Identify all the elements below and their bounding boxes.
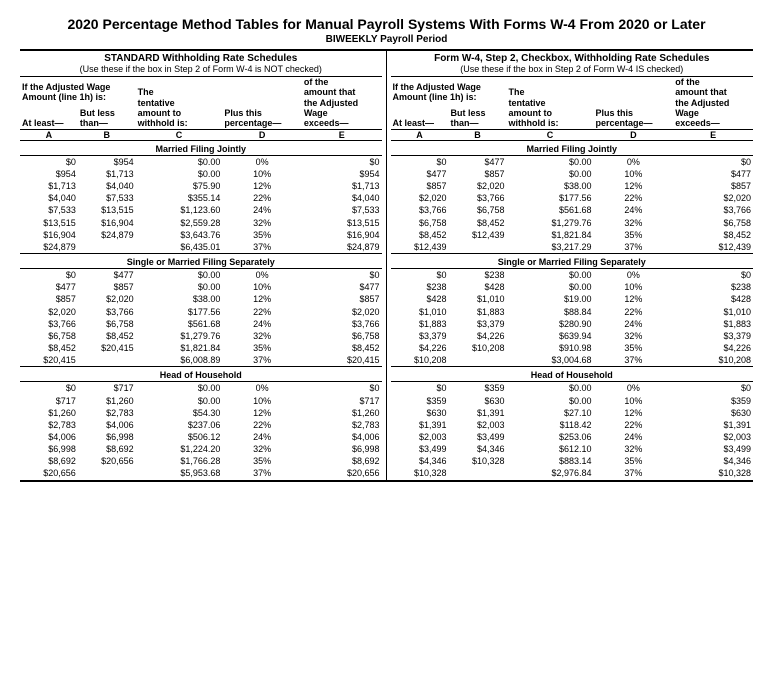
- standard-schedule: STANDARD Withholding Rate Schedules (Use…: [20, 51, 387, 480]
- table-row: $630$1,391$27.1012%$630: [391, 407, 754, 419]
- table-row: $2,783$4,006$237.0622%$2,783: [20, 419, 382, 431]
- table-row: $0$717$0.000%$0: [20, 382, 382, 395]
- tables-wrap: STANDARD Withholding Rate Schedules (Use…: [20, 49, 753, 482]
- table-row: $3,499$4,346$612.1032%$3,499: [391, 443, 754, 455]
- table-row: $4,346$10,328$883.1435%$4,346: [391, 455, 754, 467]
- table-row: $13,515$16,904$2,559.2832%$13,515: [20, 217, 382, 229]
- table-row: $0$477$0.000%$0: [391, 155, 754, 168]
- table-row: $857$2,020$38.0012%$857: [20, 293, 382, 305]
- table-row: $954$1,713$0.0010%$954: [20, 168, 382, 180]
- table-row: $6,998$8,692$1,224.2032%$6,998: [20, 443, 382, 455]
- table-row: $3,766$6,758$561.6824%$3,766: [391, 204, 754, 216]
- table-row: $8,452$12,439$1,821.8435%$8,452: [391, 229, 754, 241]
- schedule-note: (Use these if the box in Step 2 of Form …: [391, 64, 754, 77]
- table-row: $428$1,010$19.0012%$428: [391, 293, 754, 305]
- table-row: $717$1,260$0.0010%$717: [20, 395, 382, 407]
- table-row: $4,006$6,998$506.1224%$4,006: [20, 431, 382, 443]
- table-row: $12,439$3,217.2937%$12,439: [391, 241, 754, 254]
- table-row: $3,379$4,226$639.9432%$3,379: [391, 330, 754, 342]
- table-row: $10,328$2,976.8437%$10,328: [391, 467, 754, 479]
- table-row: $1,883$3,379$280.9024%$1,883: [391, 318, 754, 330]
- checkbox-schedule: Form W-4, Step 2, Checkbox, Withholding …: [387, 51, 754, 480]
- schedule-title: Form W-4, Step 2, Checkbox, Withholding …: [391, 51, 754, 64]
- table-row: $24,879$6,435.0137%$24,879: [20, 241, 382, 254]
- table-row: $20,656$5,953.6837%$20,656: [20, 467, 382, 479]
- table-row: $857$2,020$38.0012%$857: [391, 180, 754, 192]
- table-row: $477$857$0.0010%$477: [20, 281, 382, 293]
- table-row: $2,020$3,766$177.5622%$2,020: [391, 192, 754, 204]
- table-row: $20,415$6,008.8937%$20,415: [20, 354, 382, 367]
- table-row: $1,010$1,883$88.8422%$1,010: [391, 306, 754, 318]
- table-row: $8,452$20,415$1,821.8435%$8,452: [20, 342, 382, 354]
- standard-table: If the Adjusted WageAmount (line 1h) is:…: [20, 77, 382, 480]
- table-row: $1,260$2,783$54.3012%$1,260: [20, 407, 382, 419]
- table-row: $4,226$10,208$910.9835%$4,226: [391, 342, 754, 354]
- table-row: $238$428$0.0010%$238: [391, 281, 754, 293]
- page-title: 2020 Percentage Method Tables for Manual…: [20, 16, 753, 32]
- table-row: $7,533$13,515$1,123.6024%$7,533: [20, 204, 382, 216]
- page-subtitle: BIWEEKLY Payroll Period: [20, 34, 753, 45]
- table-row: $1,391$2,003$118.4222%$1,391: [391, 419, 754, 431]
- table-row: $2,020$3,766$177.5622%$2,020: [20, 306, 382, 318]
- table-row: $0$359$0.000%$0: [391, 382, 754, 395]
- table-row: $6,758$8,452$1,279.7632%$6,758: [391, 217, 754, 229]
- table-row: $1,713$4,040$75.9012%$1,713: [20, 180, 382, 192]
- schedule-note: (Use these if the box in Step 2 of Form …: [20, 64, 382, 77]
- table-row: $0$238$0.000%$0: [391, 269, 754, 282]
- checkbox-table: If the Adjusted WageAmount (line 1h) is:…: [391, 77, 754, 480]
- table-row: $0$477$0.000%$0: [20, 269, 382, 282]
- table-row: $477$857$0.0010%$477: [391, 168, 754, 180]
- table-row: $0$954$0.000%$0: [20, 155, 382, 168]
- table-row: $2,003$3,499$253.0624%$2,003: [391, 431, 754, 443]
- table-row: $8,692$20,656$1,766.2835%$8,692: [20, 455, 382, 467]
- schedule-title: STANDARD Withholding Rate Schedules: [20, 51, 382, 64]
- table-row: $10,208$3,004.6837%$10,208: [391, 354, 754, 367]
- table-row: $6,758$8,452$1,279.7632%$6,758: [20, 330, 382, 342]
- table-row: $16,904$24,879$3,643.7635%$16,904: [20, 229, 382, 241]
- table-row: $3,766$6,758$561.6824%$3,766: [20, 318, 382, 330]
- table-row: $359$630$0.0010%$359: [391, 395, 754, 407]
- table-row: $4,040$7,533$355.1422%$4,040: [20, 192, 382, 204]
